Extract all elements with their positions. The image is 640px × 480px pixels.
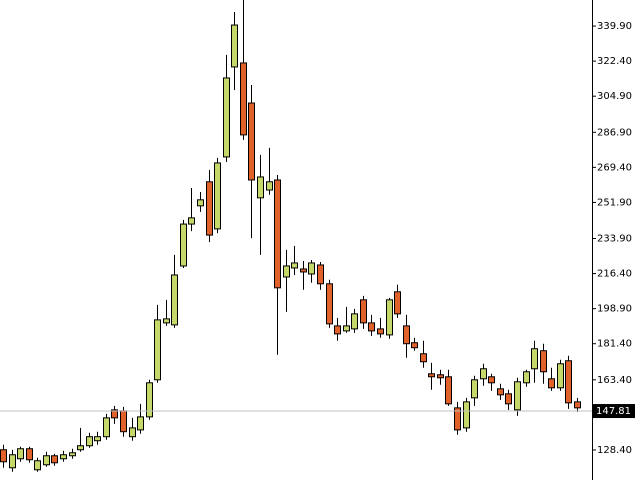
candle-body xyxy=(394,291,401,315)
candle-body xyxy=(445,376,452,405)
candle-body xyxy=(154,319,161,381)
y-tick-label: 339.90 xyxy=(597,21,632,32)
candle-body xyxy=(317,264,324,285)
candle-body xyxy=(171,274,178,326)
candle-body xyxy=(34,460,41,471)
candle-body xyxy=(257,176,264,199)
current-price-label: 147.81 xyxy=(596,406,631,417)
candle-body xyxy=(120,410,127,433)
candle-body xyxy=(497,388,504,396)
candle-body xyxy=(437,374,444,379)
candle-body xyxy=(557,363,564,389)
candle-body xyxy=(334,325,341,335)
y-tick-label: 163.40 xyxy=(597,375,632,386)
candle-body xyxy=(9,454,16,469)
candle-body xyxy=(137,416,144,431)
candle-body xyxy=(43,455,50,466)
candle-body xyxy=(17,448,24,460)
candle-body xyxy=(523,371,530,384)
y-tick-label: 304.90 xyxy=(597,91,632,102)
candle-body xyxy=(471,379,478,399)
candle-body xyxy=(26,448,33,461)
y-tick-label: 181.40 xyxy=(597,339,632,350)
y-tick-label: 128.40 xyxy=(597,445,632,456)
candle-body xyxy=(188,217,195,225)
candle-body xyxy=(488,376,495,384)
candle-body xyxy=(231,24,238,68)
candle-body xyxy=(146,382,153,418)
current-price-box xyxy=(593,404,635,419)
y-tick-label: 198.90 xyxy=(597,304,632,315)
candle-body xyxy=(69,452,76,457)
candle-body xyxy=(454,407,461,431)
candle-body xyxy=(214,162,221,230)
candle-body xyxy=(505,393,512,405)
candle-body xyxy=(77,445,84,451)
candle-body xyxy=(326,283,333,325)
candle-body xyxy=(540,350,547,373)
candle-body xyxy=(386,299,393,336)
candle-body xyxy=(308,262,315,275)
y-tick-label: 251.90 xyxy=(597,197,632,208)
candle-body xyxy=(94,436,101,442)
y-tick-label: 286.90 xyxy=(597,127,632,138)
y-tick-label: 269.40 xyxy=(597,162,632,173)
candle-body xyxy=(86,436,93,447)
y-tick-label: 322.40 xyxy=(597,56,632,67)
candle-body xyxy=(111,409,118,419)
candle-body xyxy=(266,181,273,191)
candle-body xyxy=(274,179,281,289)
candle-body xyxy=(480,368,487,380)
candle-body xyxy=(163,318,170,324)
candle-body xyxy=(411,342,418,349)
candle-body xyxy=(574,401,581,409)
candle-body xyxy=(360,299,367,324)
candle-body xyxy=(0,449,7,463)
candle-body xyxy=(368,322,375,332)
candle-body xyxy=(463,401,470,429)
candle-body xyxy=(283,265,290,278)
candle-body xyxy=(300,268,307,273)
candle-body xyxy=(51,455,58,464)
candle-body xyxy=(420,353,427,363)
candle-body xyxy=(248,102,255,181)
candle-body xyxy=(197,199,204,207)
candle-body xyxy=(565,360,572,404)
y-tick-label: 216.40 xyxy=(597,269,632,280)
candle-body xyxy=(403,325,410,345)
candle-body xyxy=(180,223,187,267)
candle-body xyxy=(291,262,298,269)
y-tick-label: 233.90 xyxy=(597,233,632,244)
candle-body xyxy=(548,378,555,389)
candle-body xyxy=(428,373,435,378)
candle-body xyxy=(343,325,350,332)
candle-body xyxy=(514,381,521,411)
candle-body xyxy=(351,313,358,330)
candle-body xyxy=(129,427,136,438)
candle-body xyxy=(377,328,384,335)
candle-body xyxy=(223,77,230,158)
candle-body xyxy=(531,348,538,370)
candle-body xyxy=(103,417,110,438)
candle-body xyxy=(60,454,67,460)
candle-body xyxy=(240,62,247,136)
candle-body xyxy=(206,181,213,236)
